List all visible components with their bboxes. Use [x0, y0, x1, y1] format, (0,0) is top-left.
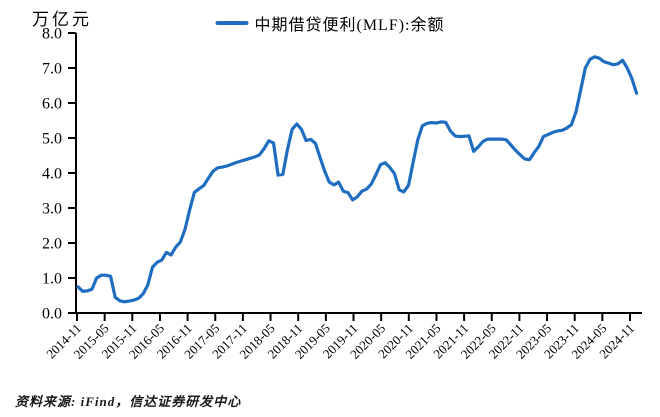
legend-label: 中期借贷便利(MLF):余额	[254, 17, 445, 34]
y-tick-label: 8.0	[42, 26, 62, 43]
legend-line-marker	[215, 21, 249, 25]
y-tick-label: 3.0	[42, 201, 62, 218]
source-note: 资料来源: iFind，信达证券研发中心	[15, 394, 242, 409]
y-tick-label: 2.0	[42, 236, 62, 253]
y-tick-label: 0.0	[42, 306, 62, 323]
y-tick-label: 4.0	[42, 166, 62, 183]
series-line-mlf-balance	[76, 55, 639, 304]
y-axis-unit-label: 万亿元	[32, 10, 92, 29]
y-tick-label: 5.0	[42, 131, 62, 148]
legend: 中期借贷便利(MLF):余额	[215, 11, 444, 35]
y-tick-label: 6.0	[42, 96, 62, 113]
y-tick-label: 7.0	[42, 61, 62, 78]
y-tick-label: 1.0	[42, 271, 62, 288]
